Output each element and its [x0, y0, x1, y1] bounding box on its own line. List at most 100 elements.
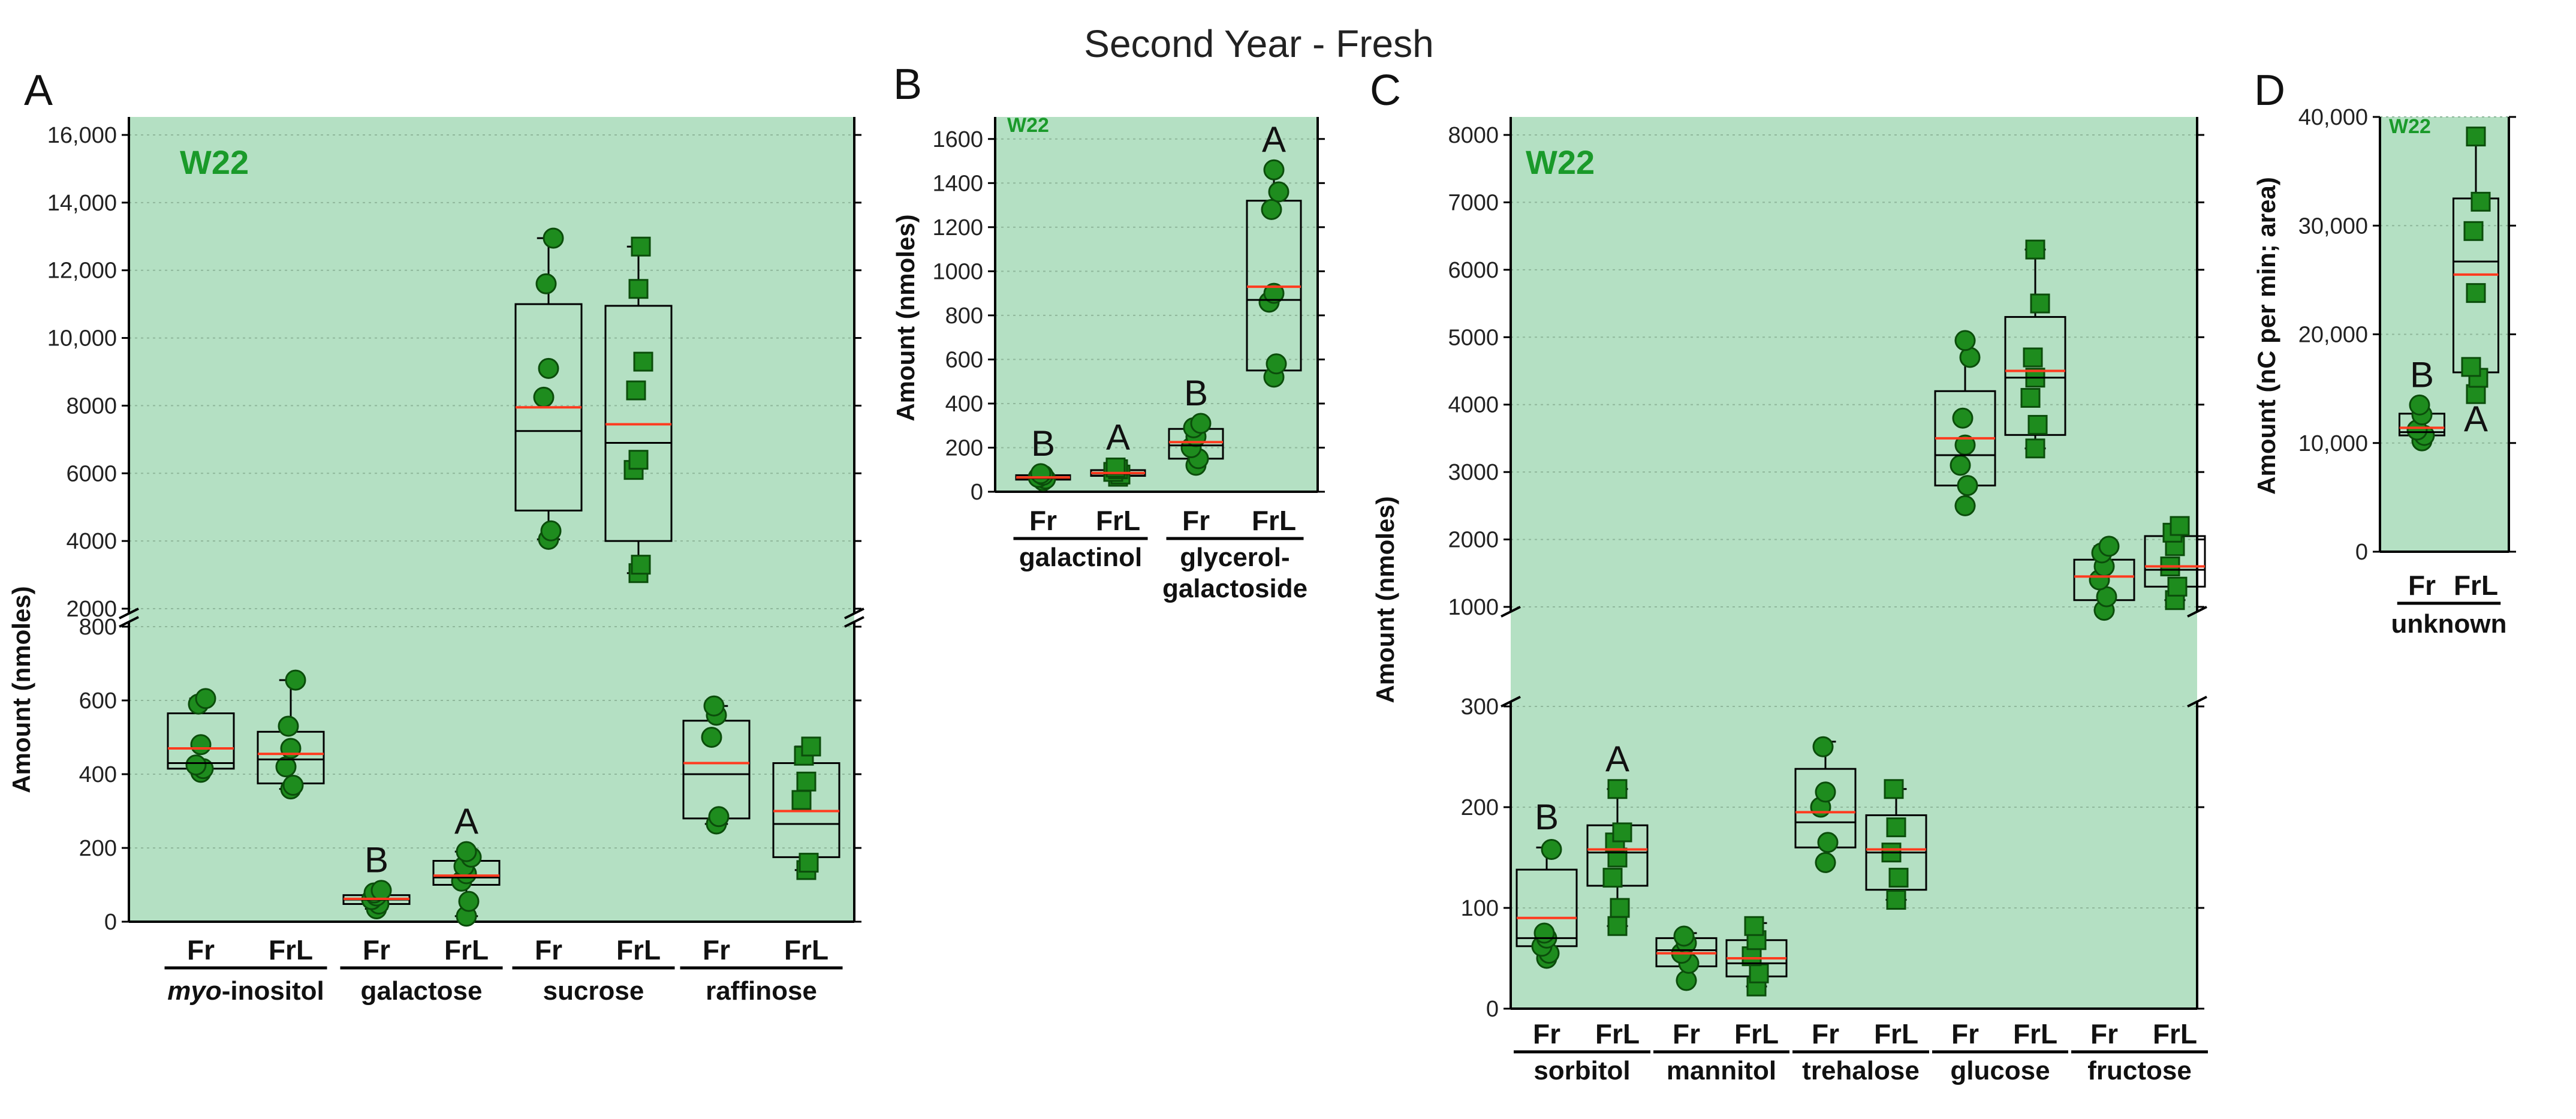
genotype-label: W22	[180, 143, 249, 181]
y-tick-label: 16,000	[47, 123, 117, 148]
category-label: Fr	[1673, 1018, 1700, 1049]
box-glycerol-galactoside-Fr: B	[1168, 373, 1224, 476]
group-label: galactinol	[1019, 543, 1142, 572]
group-label: glycerol-galactoside	[1162, 543, 1307, 603]
y-tick-label: 10,000	[47, 326, 117, 351]
data-point	[1266, 353, 1287, 375]
panel-background	[129, 117, 854, 922]
data-point	[628, 279, 649, 299]
data-point	[1886, 890, 1906, 910]
category-label: Fr	[2408, 570, 2436, 601]
y-tick-label: 800	[945, 303, 983, 329]
box-myo-inositol-FrL	[257, 669, 325, 800]
category-label: FrL	[1874, 1018, 1918, 1049]
y-tick-label: 40,000	[2298, 105, 2368, 130]
data-point	[2167, 576, 2188, 597]
category-label: Fr	[1029, 505, 1057, 536]
genotype-label: W22	[1007, 114, 1049, 137]
box-galactinol-FrL: A	[1090, 417, 1146, 487]
y-tick-label: 1200	[932, 215, 983, 240]
y-tick-label: 20,000	[2298, 323, 2368, 348]
group-label: sucrose	[543, 976, 644, 1006]
data-point	[2098, 536, 2120, 557]
data-point	[2023, 347, 2043, 368]
data-point	[1541, 839, 1562, 861]
y-tick-label: 300	[1461, 694, 1499, 720]
data-point	[626, 380, 646, 401]
data-point	[1610, 898, 1630, 918]
panels-layer: 0200400600800200040006000800010,00012,00…	[7, 61, 2516, 1085]
box-glucose-FrL	[2004, 239, 2066, 459]
box-trehalose-FrL	[1865, 779, 1927, 910]
box-fructose-FrL	[2144, 516, 2206, 610]
significance-letter: B	[1184, 373, 1208, 413]
data-point	[1954, 330, 1976, 351]
y-tick-label: 1400	[932, 171, 983, 196]
significance-letter: A	[1605, 739, 1629, 779]
genotype-label: W22	[1526, 143, 1595, 181]
significance-letter: B	[1535, 797, 1559, 837]
category-label: FrL	[1595, 1018, 1640, 1049]
significance-letter: A	[2464, 399, 2488, 439]
y-tick-label: 100	[1461, 896, 1499, 921]
category-label: FrL	[444, 934, 489, 965]
category-label: FrL	[616, 934, 661, 965]
y-tick-label: 200	[1461, 795, 1499, 820]
y-tick-label: 3000	[1448, 460, 1499, 485]
category-label: Fr	[363, 934, 390, 965]
data-point	[633, 351, 653, 372]
box-glycerol-galactoside-FrL: A	[1246, 119, 1302, 388]
panel-B: 0 200 400 600 800 1000 1200 1400 1600 Amount (nmo…	[891, 61, 1325, 603]
y-axis-label: Amount (nmoles)	[7, 586, 35, 793]
data-point	[2170, 516, 2190, 536]
y-tick-label: 6000	[1448, 258, 1499, 283]
axis-break-mark	[119, 616, 139, 628]
data-point	[2030, 293, 2050, 314]
data-point	[1749, 963, 1769, 983]
data-point	[701, 727, 722, 748]
axis-break-mark	[1501, 696, 1521, 708]
box-glucose-Fr	[1934, 330, 1996, 516]
y-tick-label: 1000	[1448, 595, 1499, 620]
y-axis-label: Amount (nmoles)	[1371, 496, 1399, 703]
category-label: FrL	[1734, 1018, 1779, 1049]
axis-break-mark	[1501, 606, 1521, 618]
data-point	[1533, 922, 1555, 944]
data-point	[1602, 868, 1623, 888]
box-raffinose-Fr	[682, 695, 751, 835]
significance-letter: A	[1106, 417, 1130, 458]
data-point	[285, 669, 306, 691]
figure-title: Second Year - Fresh	[1084, 22, 1433, 65]
data-point	[1268, 181, 1289, 203]
data-point	[1886, 817, 1906, 838]
data-point	[1817, 832, 1839, 853]
box-galactinol-Fr: B	[1015, 423, 1071, 492]
category-label: Fr	[187, 934, 215, 965]
data-point	[282, 774, 304, 796]
data-point	[2020, 387, 2041, 408]
box-sorbitol-Fr: B	[1516, 797, 1578, 969]
y-tick-label: 0	[971, 480, 983, 505]
y-tick-label: 7000	[1448, 190, 1499, 215]
box-sucrose-FrL	[604, 236, 673, 583]
data-point	[2027, 414, 2048, 435]
y-tick-label: 0	[2355, 540, 2368, 565]
data-point	[370, 880, 392, 901]
data-point	[2025, 438, 2045, 459]
data-point	[631, 236, 651, 257]
category-label: Fr	[1951, 1018, 1979, 1049]
data-point	[533, 386, 555, 408]
y-axis-label: Amount (nmoles)	[891, 214, 920, 421]
y-tick-label: 8000	[66, 393, 117, 419]
category-label: Fr	[703, 934, 730, 965]
panel-label: C	[1370, 67, 1401, 115]
data-point	[1957, 475, 1978, 497]
data-point	[1744, 916, 1764, 936]
data-point	[1261, 198, 1282, 220]
group-label: glucose	[1950, 1056, 2050, 1085]
significance-letter: B	[2410, 354, 2434, 395]
data-point	[2466, 127, 2486, 147]
data-point	[1612, 822, 1632, 843]
data-point	[1607, 779, 1628, 799]
